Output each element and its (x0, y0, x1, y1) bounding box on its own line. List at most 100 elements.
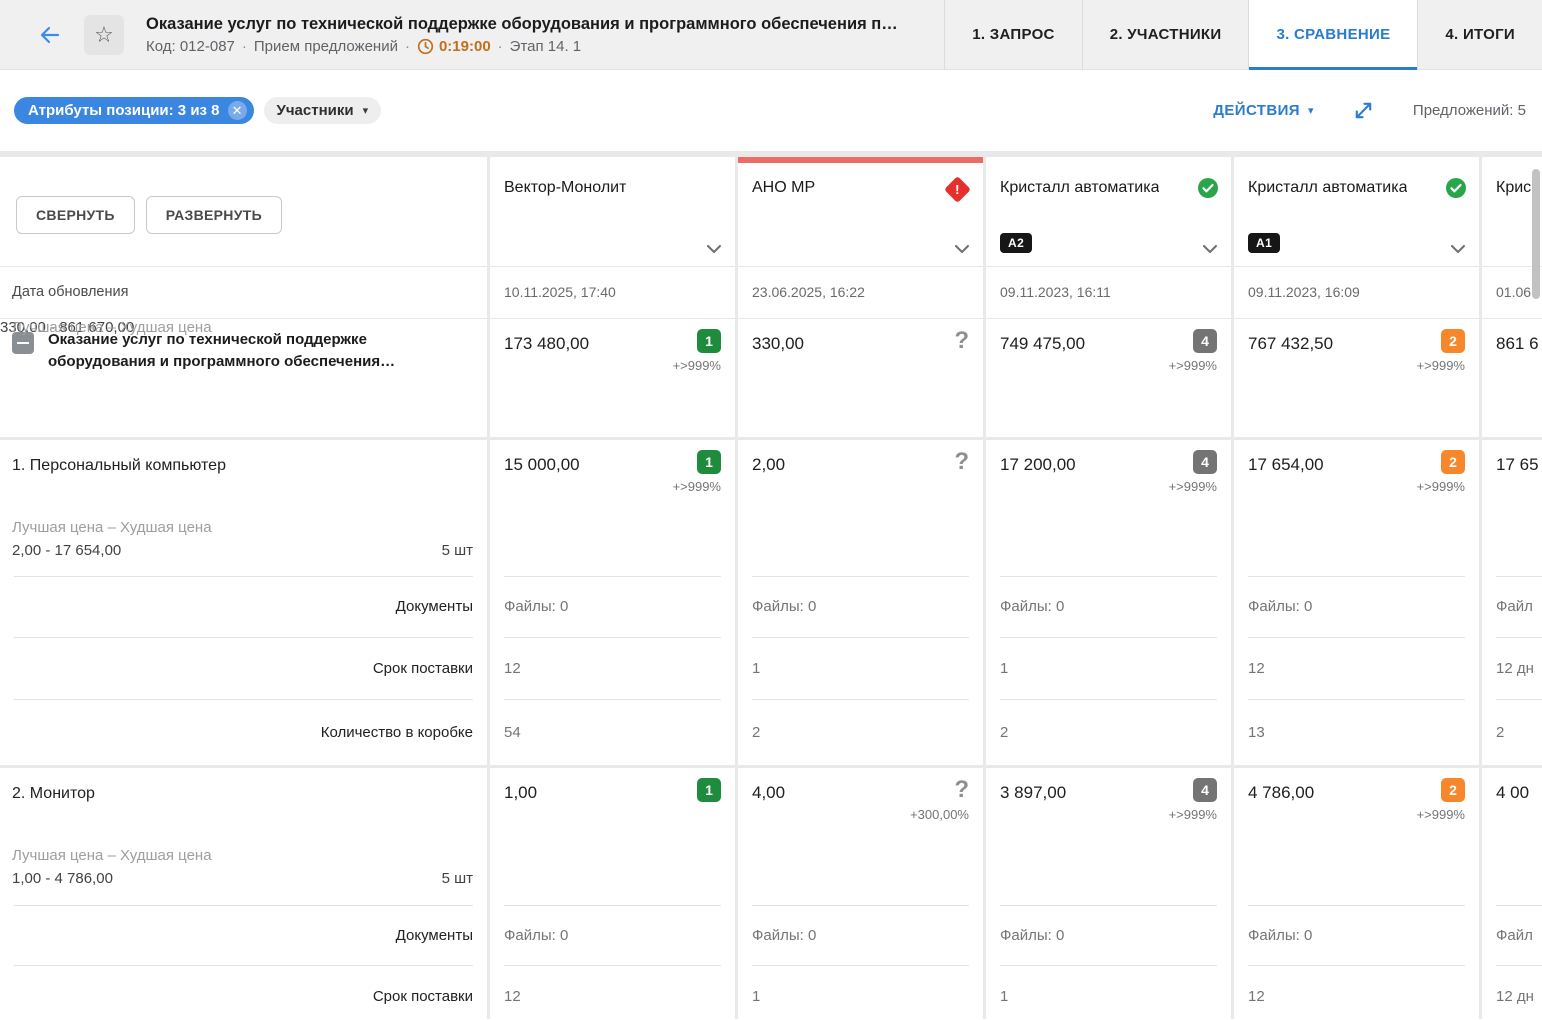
summary-price-cell: 330,00 ? (738, 318, 983, 437)
attribute-value: 12 дн (1482, 965, 1542, 1019)
rank-badge: 1 (697, 329, 721, 353)
supplier-name: АНО МР (752, 179, 816, 196)
supplier-name: Крис (1496, 179, 1532, 196)
actions-menu-button[interactable]: ДЕЙСТВИЯ ▾ (1213, 102, 1314, 119)
rank-badge: 4 (1193, 329, 1217, 353)
attribute-value: Файлы: 0 (738, 905, 983, 965)
summary-price-cell: 767 432,50 2 +>999% (1234, 318, 1479, 437)
update-date: 01.06 (1482, 266, 1542, 318)
tab-request[interactable]: 1. ЗАПРОС (944, 0, 1082, 70)
item-price-cell: 4 00 (1482, 768, 1542, 905)
vertical-scrollbar[interactable] (1532, 169, 1540, 299)
timer-value: 0:19:00 (438, 37, 491, 55)
price-delta: +>999% (1416, 358, 1465, 373)
attribute-value: Файлы: 0 (490, 576, 735, 637)
back-button[interactable] (36, 21, 64, 49)
position-attributes-chip[interactable]: Атрибуты позиции: 3 из 8 ✕ (14, 97, 254, 124)
price-value: 3 897,00 (1000, 783, 1067, 802)
attribute-value: Файл (1482, 576, 1542, 637)
rank-badge: 4 (1193, 778, 1217, 802)
item-price-cell: 2,00 ? (738, 440, 983, 576)
question-icon[interactable]: ? (954, 327, 969, 354)
rank-badge: 2 (1441, 450, 1465, 474)
star-icon: ☆ (94, 21, 114, 47)
attribute-label: Срок поставки (0, 637, 487, 699)
proposals-count: Предложений: 5 (1412, 102, 1526, 119)
attribute-value: Файлы: 0 (1234, 905, 1479, 965)
supplier-column: Вектор-Монолит 10.11.2025, 17:40 173 480… (490, 157, 735, 1019)
attribute-value: 54 (490, 699, 735, 765)
toolbar-right: ДЕЙСТВИЯ ▾ Предложений: 5 (1213, 99, 1526, 122)
supplier-column: Крис 01.06 861 6 17 65 Файл 12 дн 2 4 00 (1482, 157, 1542, 1019)
price-delta: +>999% (1416, 807, 1465, 822)
chevron-down-icon[interactable] (1451, 245, 1465, 254)
supplier-header[interactable]: Кристалл автоматика A1 (1234, 163, 1479, 266)
supplier-header[interactable]: Крис (1482, 163, 1542, 266)
summary-price-cell: 861 6 (1482, 318, 1542, 437)
price-delta: +300,00% (910, 807, 969, 822)
tab-results[interactable]: 4. ИТОГИ (1417, 0, 1542, 70)
tab-comparison[interactable]: 3. СРАВНЕНИЕ (1248, 0, 1418, 70)
supplier-name: Вектор-Монолит (504, 179, 627, 196)
question-icon[interactable]: ? (954, 776, 969, 803)
price-value: 15 000,00 (504, 455, 580, 474)
attribute-value: 2 (738, 699, 983, 765)
separator-dot: · (497, 37, 503, 55)
chevron-down-icon[interactable] (955, 245, 969, 254)
summary-price-cell: 173 480,00 1 +>999% (490, 318, 735, 437)
attribute-label: Количество в коробке (0, 699, 487, 765)
favorite-star-button[interactable]: ☆ (84, 14, 124, 55)
attribute-value: 1 (738, 965, 983, 1019)
supplier-column: Кристалл автоматика A1 09.11.2023, 16:09… (1234, 157, 1479, 1019)
lot-title: Оказание услуг по технической поддержке … (48, 331, 396, 370)
supplier-header[interactable]: Кристалл автоматика A2 (986, 163, 1231, 266)
close-icon[interactable]: ✕ (227, 101, 247, 120)
supplier-header[interactable]: Вектор-Монолит (490, 163, 735, 266)
separator-dot: · (241, 37, 247, 55)
expand-all-button[interactable]: РАЗВЕРНУТЬ (145, 195, 282, 234)
best-worst-value: 1,00 - 4 786,00 (12, 870, 113, 887)
rank-badge: 2 (1441, 329, 1465, 353)
chevron-down-icon[interactable] (1203, 245, 1217, 254)
warning-icon: ! (944, 176, 971, 203)
attribute-value: 2 (1482, 699, 1542, 765)
supplier-name: Кристалл автоматика (1000, 179, 1160, 196)
item-price-cell: 17 200,00 4 +>999% (986, 440, 1231, 576)
collapse-all-button[interactable]: СВЕРНУТЬ (16, 195, 135, 234)
best-worst-label: Лучшая цена – Худшая цена (12, 319, 212, 336)
top-bar: ☆ Оказание услуг по технической поддержк… (0, 0, 1542, 70)
item-title: 2. Монитор (12, 785, 95, 802)
supplier-column: АНО МР ! 23.06.2025, 16:22 330,00 ? 2,00 (738, 157, 983, 1019)
attribute-value: 13 (1234, 699, 1479, 765)
attribute-label: Документы (0, 905, 487, 965)
verified-badge-icon (1446, 178, 1466, 198)
attribute-value: 2 (986, 699, 1231, 765)
price-value: 2,00 (752, 455, 786, 474)
rank-badge: 1 (697, 778, 721, 802)
timer: 0:19:00 (417, 38, 491, 55)
attribute-value: 12 (1234, 637, 1479, 699)
supplier-header[interactable]: АНО МР ! (738, 163, 983, 266)
price-value: 4 00 (1496, 783, 1530, 802)
participants-chip[interactable]: Участники ▾ (263, 97, 382, 124)
fullscreen-button[interactable] (1352, 99, 1375, 122)
attribute-value: 12 (490, 637, 735, 699)
update-date: 23.06.2025, 16:22 (738, 266, 983, 318)
attribute-value: Файлы: 0 (1234, 576, 1479, 637)
attribute-value: Файлы: 0 (986, 576, 1231, 637)
question-icon[interactable]: ? (954, 448, 969, 475)
collapse-item-icon[interactable] (12, 332, 34, 354)
item-price-cell: 1,00 1 (490, 768, 735, 905)
attribute-value: 12 дн (1482, 637, 1542, 699)
chevron-down-icon[interactable] (707, 245, 721, 254)
item-price-cell: 17 654,00 2 +>999% (1234, 440, 1479, 576)
attribute-label: Документы (0, 576, 487, 637)
attribute-value: 1 (986, 637, 1231, 699)
procedure-code: Код: 012-087 (146, 37, 235, 55)
chevron-down-icon: ▾ (362, 105, 369, 117)
tab-participants[interactable]: 2. УЧАСТНИКИ (1081, 0, 1249, 70)
attribute-value: Файлы: 0 (738, 576, 983, 637)
page-subtitle: Код: 012-087 · Прием предложений · 0:19:… (146, 38, 924, 55)
update-date: 10.11.2025, 17:40 (490, 266, 735, 318)
attribute-value: 12 (1234, 965, 1479, 1019)
